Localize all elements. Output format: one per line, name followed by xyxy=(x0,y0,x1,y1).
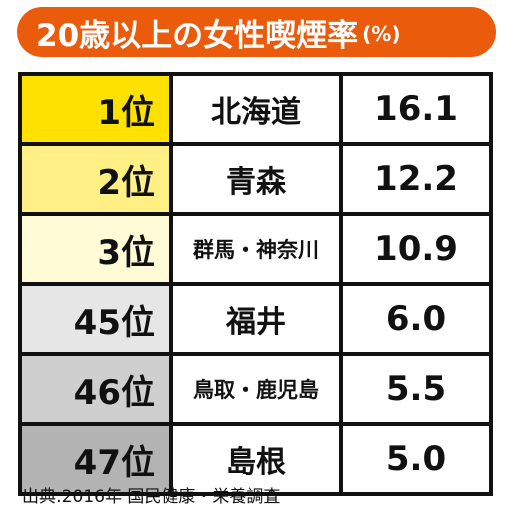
chart-title: 20歳以上の女性喫煙率 xyxy=(36,17,359,54)
table-row: 46位 鳥取・鹿児島 5.5 xyxy=(18,352,493,426)
chart-unit: (%) xyxy=(362,22,401,46)
table-row: 2位 青森 12.2 xyxy=(18,142,493,216)
prefecture-cell: 青森 xyxy=(169,142,343,216)
prefecture-cell: 島根 xyxy=(169,422,343,496)
value-cell: 6.0 xyxy=(339,282,493,356)
table-row: 47位 島根 5.0 xyxy=(18,422,493,496)
value-cell: 5.5 xyxy=(339,352,493,426)
value-cell: 10.9 xyxy=(339,212,493,286)
prefecture-cell: 北海道 xyxy=(169,72,343,146)
ranking-table: 1位 北海道 16.1 2位 青森 12.2 3位 群馬・神奈川 10.9 45… xyxy=(18,72,493,496)
rank-cell: 46位 xyxy=(18,352,173,426)
title-banner: 20歳以上の女性喫煙率 (%) xyxy=(17,7,496,57)
rank-cell: 45位 xyxy=(18,282,173,356)
rank-cell: 47位 xyxy=(18,422,173,496)
rank-cell: 2位 xyxy=(18,142,173,216)
value-cell: 16.1 xyxy=(339,72,493,146)
table-row: 3位 群馬・神奈川 10.9 xyxy=(18,212,493,286)
prefecture-cell: 福井 xyxy=(169,282,343,356)
table-row: 1位 北海道 16.1 xyxy=(18,72,493,146)
table-row: 45位 福井 6.0 xyxy=(18,282,493,356)
source-note: 出典:2016年 国民健康・栄養調査 xyxy=(22,487,281,507)
prefecture-cell: 鳥取・鹿児島 xyxy=(169,352,343,426)
prefecture-cell: 群馬・神奈川 xyxy=(169,212,343,286)
value-cell: 5.0 xyxy=(339,422,493,496)
rank-cell: 3位 xyxy=(18,212,173,286)
rank-cell: 1位 xyxy=(18,72,173,146)
value-cell: 12.2 xyxy=(339,142,493,216)
